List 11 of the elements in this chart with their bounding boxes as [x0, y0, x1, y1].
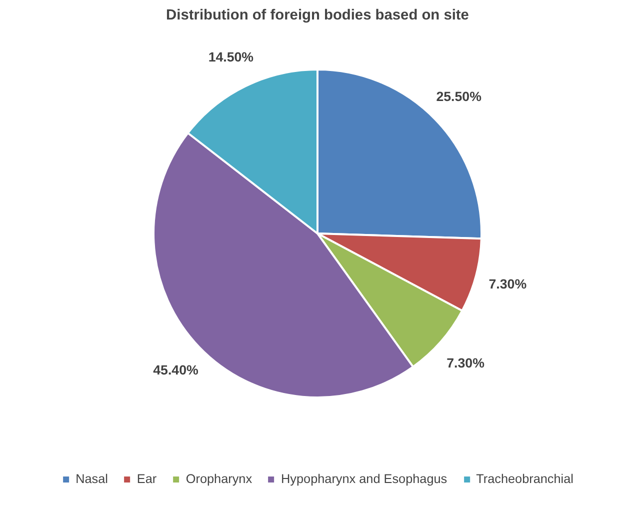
legend-label: Nasal — [76, 472, 108, 486]
data-label: 25.50% — [436, 89, 482, 104]
legend-label: Oropharynx — [186, 472, 252, 486]
legend-label: Tracheobranchial — [476, 472, 574, 486]
data-label: 7.30% — [488, 276, 527, 292]
data-label: 45.40% — [153, 362, 198, 378]
legend-label: Hypopharynx and Esophagus — [281, 472, 448, 486]
legend-label: Ear — [136, 472, 157, 486]
chart-title: Distribution of foreign bodies based on site — [166, 8, 469, 24]
data-label: 7.30% — [446, 356, 485, 371]
data-label: 14.50% — [208, 49, 254, 64]
